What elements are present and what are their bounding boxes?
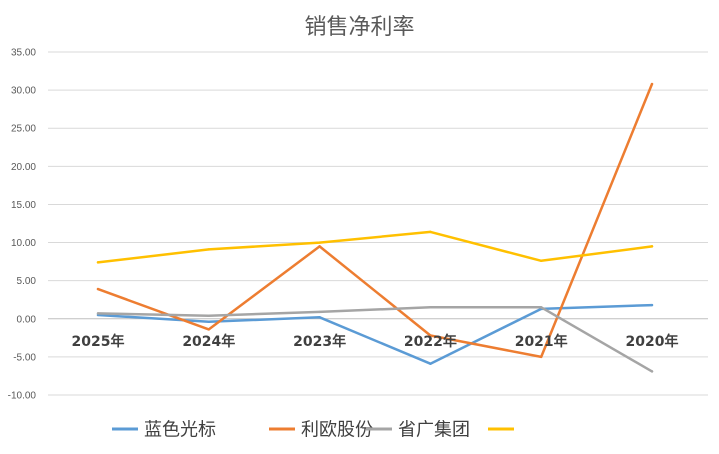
series-line-1 <box>96 82 654 359</box>
data-point <box>96 312 100 315</box>
chart-title: 销售净利率 <box>304 15 414 40</box>
data-point <box>318 245 321 248</box>
data-point <box>650 370 654 373</box>
x-tick-label: 2025年 <box>72 333 125 350</box>
data-point <box>96 261 100 264</box>
x-tick-label: 2021年 <box>515 333 568 350</box>
y-tick-label: 0.00 <box>17 314 37 325</box>
x-axis-ticks: 2025年 2024年 2023年 2022年 2021年 2020年 <box>72 333 679 350</box>
y-tick-label: -5.00 <box>13 352 36 363</box>
y-tick-label: -10.00 <box>8 391 37 402</box>
y-tick-label: 10.00 <box>11 238 36 249</box>
data-point <box>318 316 321 319</box>
legend-label: 蓝色光标 <box>144 420 216 441</box>
data-point <box>318 310 321 314</box>
legend-label: 利欧股份 <box>301 420 373 441</box>
y-tick-label: 15.00 <box>11 200 36 211</box>
x-tick-label: 2022年 <box>404 333 457 350</box>
series-layer <box>96 82 654 373</box>
y-tick-label: 30.00 <box>11 86 36 97</box>
data-point <box>540 259 543 263</box>
legend: 蓝色光标 利欧股份 省广集团 <box>112 420 514 441</box>
data-point <box>429 306 432 309</box>
series-line-3 <box>96 230 654 264</box>
data-point <box>540 306 543 309</box>
y-tick-label: 25.00 <box>11 124 36 135</box>
x-tick-label: 2024年 <box>182 333 235 350</box>
y-tick-label: 20.00 <box>11 162 36 173</box>
y-axis-ticks: 35.00 30.00 25.00 20.00 15.00 10.00 5.00 0.00 -5… <box>8 48 37 402</box>
data-point <box>429 334 432 337</box>
legend-label: 省广集团 <box>398 420 470 441</box>
data-point <box>207 320 210 324</box>
data-point <box>650 245 654 248</box>
data-point <box>318 241 321 244</box>
data-point <box>650 303 654 307</box>
y-tick-label: 35.00 <box>11 48 36 59</box>
series-line-2 <box>96 306 654 373</box>
data-point <box>650 82 654 86</box>
data-point <box>429 362 432 365</box>
y-tick-label: 5.00 <box>17 276 37 287</box>
grid-layer <box>48 51 708 396</box>
data-point <box>96 287 100 291</box>
x-tick-label: 2020年 <box>626 333 679 350</box>
data-point <box>429 230 432 234</box>
data-point <box>207 248 210 251</box>
data-point <box>207 314 210 317</box>
data-point <box>540 355 543 359</box>
x-tick-label: 2023年 <box>293 333 346 350</box>
data-point <box>207 328 210 331</box>
